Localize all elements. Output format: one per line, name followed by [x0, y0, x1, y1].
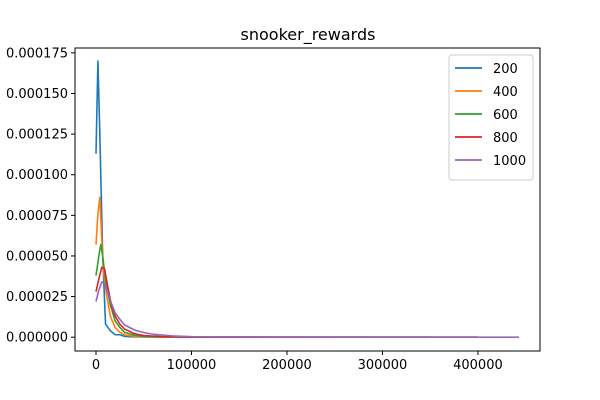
chart-title: snooker_rewards	[241, 25, 376, 45]
legend-label-600: 600	[493, 108, 518, 123]
y-tick-label: 0.000025	[6, 290, 68, 305]
plot-area: 0 100000 200000 300000 400000 0.000000 0.00002…	[6, 46, 541, 373]
x-tick-label: 0	[92, 358, 100, 373]
axes-frame	[74, 47, 541, 352]
y-tick-label: 0.000075	[6, 209, 68, 224]
legend-label-800: 800	[493, 131, 518, 146]
legend-label-1000: 1000	[493, 154, 526, 169]
y-tick-label: 0.000000	[6, 331, 68, 346]
y-tick-label: 0.000125	[6, 128, 68, 143]
series-line-1000	[95, 281, 519, 338]
x-tick-label: 100000	[167, 358, 217, 373]
y-tick-label: 0.000050	[6, 249, 68, 264]
y-tick-label: 0.000175	[6, 46, 68, 61]
y-tick-label: 0.000150	[6, 87, 68, 102]
x-tick-label: 300000	[358, 358, 408, 373]
x-tick-label: 400000	[453, 358, 503, 373]
legend-label-400: 400	[493, 85, 518, 100]
legend-label-200: 200	[493, 62, 518, 77]
y-tick-label: 0.000100	[6, 168, 68, 183]
legend: 200 400 600 800 1000	[448, 54, 534, 181]
x-tick-label: 200000	[262, 358, 312, 373]
legend-box	[448, 54, 534, 181]
